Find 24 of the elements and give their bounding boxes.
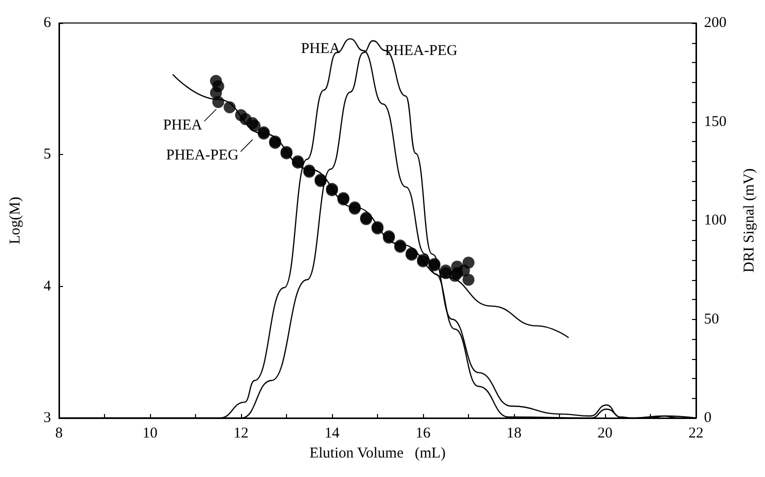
y-tick-label: 3 <box>44 410 51 426</box>
x-tick-label: 10 <box>142 426 158 442</box>
x-tick-label: 22 <box>688 426 704 442</box>
x-tick-label: 20 <box>598 426 612 442</box>
x-tick-label: 16 <box>416 426 431 442</box>
annotation: PHEA-PEG <box>166 148 239 164</box>
y2-axis-title: DRI Signal (mV) <box>742 168 758 273</box>
x-tick-label: 18 <box>506 426 522 442</box>
annotation: PHEA <box>163 117 202 134</box>
x-tick-label: 12 <box>234 426 248 442</box>
y2-tick-label: 100 <box>704 212 726 228</box>
y-tick-label: 6 <box>44 15 52 31</box>
x-axis-title: Elution Volume (mL) <box>309 445 446 462</box>
series-label: PHEA-PEG <box>384 42 458 59</box>
y2-tick-label: 200 <box>704 15 726 31</box>
x-tick-label: 14 <box>324 426 340 442</box>
y2-tick-label: 150 <box>704 114 726 130</box>
x-tick-label: 8 <box>55 426 63 442</box>
y-axis-title: Log(M) <box>8 196 24 244</box>
y-tick-label: 5 <box>44 146 51 163</box>
y2-tick-label: 50 <box>704 311 719 328</box>
series-label: PHEA <box>301 40 340 57</box>
y-tick-label: 4 <box>44 278 52 294</box>
y2-tick-label: 0 <box>704 410 712 426</box>
